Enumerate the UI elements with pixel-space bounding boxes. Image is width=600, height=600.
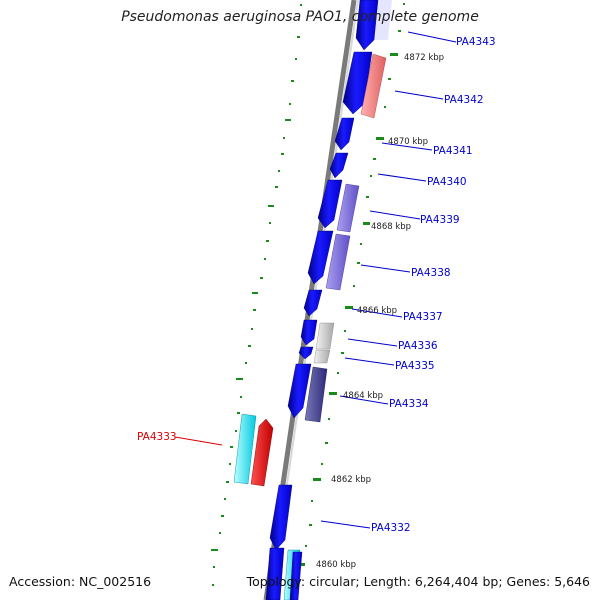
gene-label[interactable]: PA4340 — [427, 176, 467, 188]
leader-lines — [320, 31, 457, 529]
scale-label: 4864 kbp — [343, 391, 383, 401]
blue-genes — [265, 0, 379, 600]
gene-PA4334-darkpurple — [304, 366, 328, 423]
gene-labels: PA4343 PA4342 PA4341 PA4340 PA4339 PA433… — [137, 36, 496, 534]
gene-PA4335-arrow — [298, 346, 314, 360]
gene-label[interactable]: PA4341 — [433, 145, 473, 157]
gene-PA4337-arrow — [303, 289, 323, 317]
gene-PA4340-arrow — [329, 152, 349, 179]
gene-label[interactable]: PA4343 — [456, 36, 496, 48]
gene-PA4335-gray — [313, 349, 331, 364]
scale-labels: 4872 kbp 4870 kbp 4868 kbp 4866 kbp 4864… — [316, 53, 444, 570]
scale-label: 4860 kbp — [316, 560, 356, 570]
map-title: Pseudomonas aeruginosa PAO1, complete ge… — [121, 9, 479, 25]
scale-label: 4862 kbp — [331, 475, 371, 485]
scale-label: 4870 kbp — [388, 137, 428, 147]
gene-PA4336-arrow — [300, 319, 318, 346]
gene-PA4333-red-arrow — [250, 418, 274, 487]
gene-PA4338-purple — [325, 233, 351, 291]
gene-bottom-blue-small — [289, 551, 303, 600]
scale-label: 4866 kbp — [357, 306, 397, 316]
gene-PA4339-purple — [336, 183, 360, 233]
scale-label: 4868 kbp — [371, 222, 411, 232]
gene-label[interactable]: PA4342 — [444, 94, 484, 106]
gene-label[interactable]: PA4337 — [403, 311, 443, 323]
gene-PA4343-arrow — [355, 0, 379, 51]
gene-PA4334-arrow — [287, 363, 312, 419]
gene-label[interactable]: PA4338 — [411, 267, 451, 279]
gc-dots-left — [211, 4, 302, 586]
topology-label: Topology: circular; Length: 6,264,404 bp… — [246, 574, 590, 589]
gene-PA4332-arrow — [269, 484, 293, 551]
gene-bottom-arrow — [265, 547, 285, 600]
gene-label[interactable]: PA4336 — [398, 340, 438, 352]
gene-label[interactable]: PA4332 — [371, 522, 411, 534]
gene-label[interactable]: PA4335 — [395, 360, 435, 372]
gene-label[interactable]: PA4339 — [420, 214, 460, 226]
gene-label[interactable]: PA4334 — [389, 398, 429, 410]
accession-label: Accession: NC_002516 — [9, 574, 152, 589]
gene-PA4341-arrow — [334, 117, 355, 151]
gene-PA4333-cyan — [233, 413, 257, 485]
gene-PA4342-pink — [360, 53, 387, 119]
gene-label[interactable]: PA4333 — [137, 431, 177, 443]
gene-PA4339-arrow — [317, 179, 343, 229]
gene-PA4338-arrow — [307, 230, 334, 285]
gene-PA4336-gray — [315, 322, 335, 350]
scale-label: 4872 kbp — [404, 53, 444, 63]
leader-line-PA4333 — [174, 436, 223, 446]
